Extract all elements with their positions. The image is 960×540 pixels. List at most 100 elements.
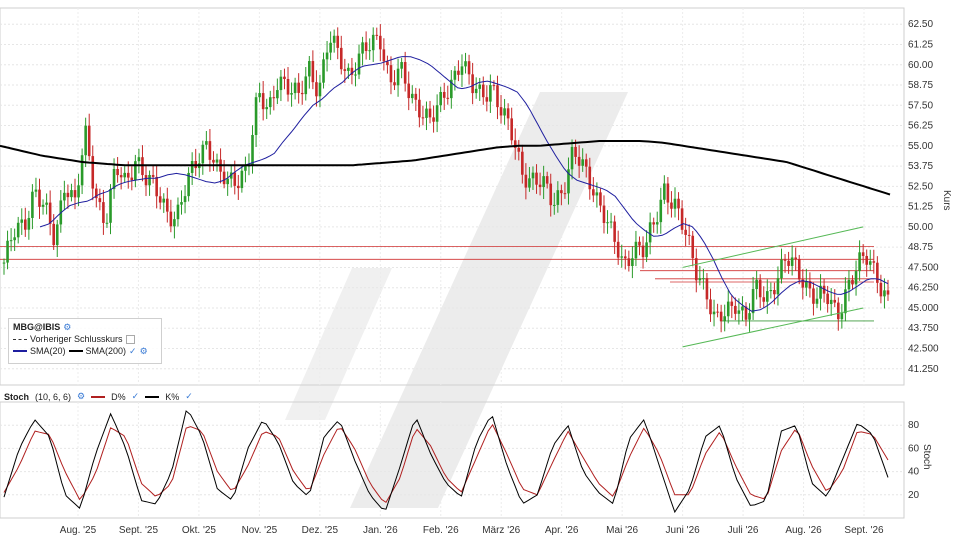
- candle-body: [613, 221, 616, 242]
- candle-body: [797, 259, 801, 280]
- candle-body: [744, 306, 748, 320]
- settings-icon[interactable]: ⚙: [139, 346, 148, 356]
- candle-body: [790, 257, 794, 266]
- candle-body: [279, 76, 283, 91]
- candle-body: [819, 285, 822, 299]
- settings-icon[interactable]: ⚙: [63, 322, 72, 332]
- candle-body: [474, 88, 478, 94]
- candle-body: [190, 161, 194, 173]
- candle-body: [716, 311, 719, 313]
- stoch-d-line: [3, 423, 889, 504]
- candle-body: [24, 219, 27, 230]
- x-tick-label: Dez. '25: [302, 525, 339, 536]
- candle-body: [645, 242, 648, 258]
- candle-body: [602, 205, 606, 223]
- candle-body: [158, 196, 162, 203]
- candle-body: [616, 241, 620, 258]
- candle-body: [446, 97, 450, 99]
- settings-icon[interactable]: ⚙: [77, 391, 86, 401]
- candle-body: [694, 258, 698, 281]
- price-tick-label: 52.50: [908, 181, 933, 192]
- d-swatch: [91, 395, 106, 398]
- checkbox-icon[interactable]: [125, 334, 135, 344]
- candle-body: [322, 59, 325, 83]
- candle-body: [347, 67, 350, 71]
- price-tick-label: 58.75: [908, 80, 933, 91]
- price-tick-label: 48.75: [908, 242, 933, 253]
- candle-body: [865, 255, 868, 265]
- candle-body: [48, 202, 52, 224]
- candle-body: [702, 278, 705, 280]
- candle-body: [655, 222, 659, 225]
- candle-body: [91, 156, 95, 189]
- stoch-grid: [0, 401, 905, 519]
- candle-body: [52, 223, 56, 246]
- check-icon[interactable]: ✓: [131, 391, 140, 401]
- candle-body: [187, 172, 190, 197]
- x-tick-label: März '26: [482, 525, 520, 536]
- sma200-swatch: [68, 350, 83, 352]
- stoch-frame: [0, 401, 905, 519]
- candle-body: [489, 85, 492, 102]
- candle-body: [620, 256, 624, 258]
- x-tick-label: Mai '26: [606, 525, 638, 536]
- candle-body: [261, 93, 265, 110]
- candle-body: [66, 192, 70, 198]
- candle-body: [244, 165, 247, 171]
- trendline: [682, 307, 864, 348]
- candle-body: [741, 306, 744, 311]
- candle-body: [531, 172, 535, 179]
- candle-body: [386, 61, 389, 66]
- candle-body: [705, 278, 709, 300]
- candle-body: [851, 279, 854, 285]
- candle-body: [734, 305, 737, 314]
- candle-body: [63, 192, 66, 201]
- candle-body: [751, 289, 755, 314]
- candle-body: [485, 97, 489, 102]
- candle-body: [2, 262, 6, 264]
- candle-body: [758, 279, 762, 298]
- symbol-label: MBG@IBIS: [13, 322, 61, 332]
- check-icon[interactable]: ✓: [129, 346, 137, 356]
- candle-body: [858, 252, 861, 272]
- candle-body: [343, 69, 347, 71]
- candle-body: [687, 234, 691, 236]
- candle-body: [389, 65, 393, 83]
- stoch-y-axis: 80 60 40 20: [908, 420, 920, 501]
- candle-body: [776, 278, 780, 295]
- x-tick-label: Juni '26: [666, 525, 701, 536]
- candle-body: [315, 82, 318, 97]
- candle-body: [666, 183, 670, 203]
- candle-body: [332, 35, 336, 43]
- candle-body: [691, 235, 695, 259]
- legend-symbol-row: MBG@IBIS ⚙: [13, 321, 157, 333]
- candle-body: [524, 174, 528, 188]
- candle-body: [162, 198, 166, 203]
- candle-body: [212, 159, 215, 163]
- candle-body: [364, 42, 368, 51]
- candle-body: [730, 301, 734, 306]
- candle-body: [481, 84, 485, 98]
- candle-body: [492, 85, 496, 87]
- stoch-tick-label: 40: [908, 467, 920, 478]
- check-icon[interactable]: ✓: [185, 391, 193, 401]
- candle-body: [432, 117, 435, 122]
- x-tick-label: Jan. '26: [363, 525, 398, 536]
- candle-body: [222, 171, 226, 185]
- candle-body: [762, 297, 766, 302]
- candle-body: [421, 117, 425, 119]
- candle-body: [418, 99, 421, 118]
- candle-body: [134, 161, 137, 181]
- price-tick-label: 53.75: [908, 161, 933, 172]
- candle-body: [226, 178, 229, 185]
- candle-body: [567, 169, 570, 194]
- sma200-line: [0, 140, 891, 196]
- candle-body: [265, 107, 269, 110]
- candle-body: [769, 289, 773, 292]
- x-axis: Aug. '25 Sept. '25 Okt. '25 Nov. '25 Dez. '2…: [60, 525, 884, 536]
- candle-body: [20, 219, 24, 223]
- candle-body: [304, 76, 308, 95]
- candle-body: [496, 85, 499, 108]
- stoch-tick-label: 20: [908, 490, 920, 501]
